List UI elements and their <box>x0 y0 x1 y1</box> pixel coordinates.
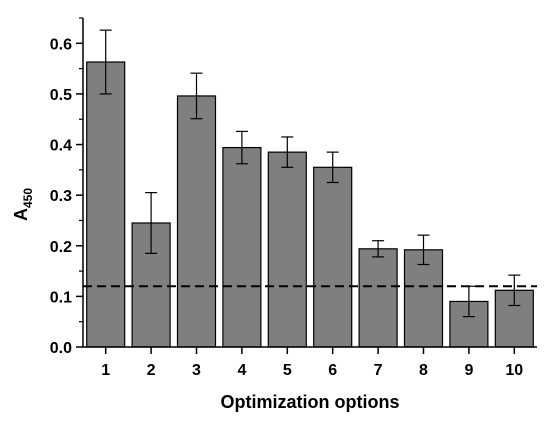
x-tick-label: 3 <box>192 362 201 379</box>
x-tick-label: 6 <box>328 362 337 379</box>
y-ticks-group: 0.0 0.1 0.2 0.3 0.4 0.5 0.6 <box>50 17 83 357</box>
x-axis-title: Optimization options <box>221 392 400 412</box>
y-tick-label: 0.4 <box>50 138 72 155</box>
x-tick-label: 5 <box>283 362 292 379</box>
x-tick-label: 7 <box>374 362 383 379</box>
bar <box>494 289 534 348</box>
y-tick-label: 0.2 <box>50 239 72 256</box>
y-axis-title-main: A <box>11 208 31 221</box>
y-tick-label: 0.5 <box>50 87 72 104</box>
x-tick-label: 2 <box>147 362 156 379</box>
y-tick-label: 0.3 <box>50 188 72 205</box>
y-axis-title-subscript: 450 <box>21 188 35 208</box>
y-tick-label: 0.1 <box>50 289 72 306</box>
y-tick-label: 0.0 <box>50 340 72 357</box>
x-tick-label: 8 <box>419 362 428 379</box>
error-bars-group <box>99 29 521 318</box>
bar <box>86 61 126 348</box>
x-tick-label: 9 <box>464 362 473 379</box>
x-tick-label: 1 <box>101 362 110 379</box>
bar <box>222 146 262 348</box>
bar <box>267 151 307 348</box>
y-axis-title: A450 <box>11 188 35 221</box>
bars-group <box>86 61 534 348</box>
bar <box>358 248 398 348</box>
bar <box>313 166 353 348</box>
y-tick-label: 0.6 <box>50 36 72 53</box>
x-ticks-group: 1 2 3 4 5 6 7 8 9 10 <box>101 347 523 379</box>
bar <box>176 95 217 348</box>
x-tick-label: 4 <box>237 362 246 379</box>
bar <box>403 249 444 348</box>
x-tick-label: 10 <box>505 362 523 379</box>
